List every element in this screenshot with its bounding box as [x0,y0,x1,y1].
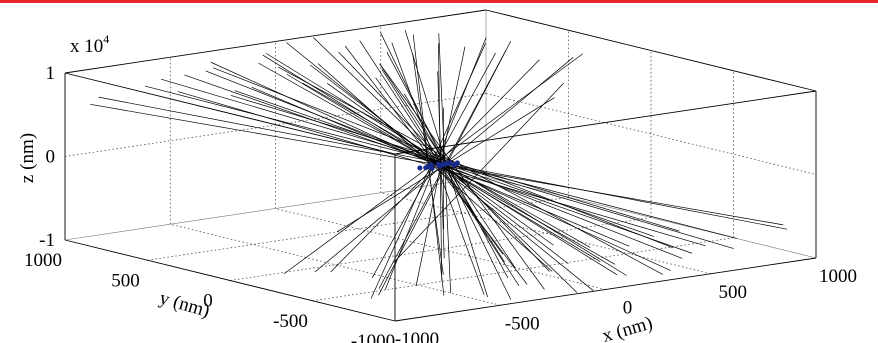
z-multiplier-label: x 104 [70,32,109,57]
trajectory-line [391,42,485,295]
grid-line-z [485,93,817,175]
box-edge [394,90,817,155]
trajectory-line [378,49,507,289]
center-point [454,160,460,166]
z-tick-label: -1 [39,230,55,251]
grid-line-y-floor [147,196,569,261]
trajectory-line [317,63,553,272]
x-tick-label: 1000 [819,266,857,287]
grid-line-x-floor [275,208,606,290]
axes-box-back [64,9,817,259]
axes-box-front [64,72,817,322]
y-tick-label: 500 [111,270,140,291]
box-edge [394,257,817,322]
y-tick-label: 0 [203,291,213,312]
grid-line-y-floor [229,217,652,281]
trajectory-line [393,82,564,263]
box-edge [64,72,396,155]
y-tick-label: 1000 [24,250,62,271]
center-point [428,162,434,168]
center-marker [417,160,460,172]
box-edge [64,9,487,74]
y-tick-label: -1000 [351,331,395,343]
trajectory-line [379,63,545,290]
grid-line-x-floor [170,223,501,306]
x-tick-label: 0 [623,298,633,319]
center-point [417,165,423,171]
z-axis-label: z (nm) [17,133,38,183]
center-point [435,161,442,167]
box-edge [64,239,396,322]
x-tick-label: 500 [719,282,748,303]
x-tick-label: -500 [505,313,540,334]
grid-line-x-floor [380,192,711,275]
center-point [447,160,453,166]
x-tick-label: -1000 [395,329,439,343]
box-edge [485,9,817,92]
y-tick-label: -500 [273,311,308,332]
trajectory-line [286,73,601,262]
grid-line-y-floor [312,237,734,302]
header-accent-rule [0,0,878,3]
z-tick-label: 0 [46,147,56,168]
trajectory-line [213,67,674,249]
z-tick-label: 1 [46,63,56,84]
